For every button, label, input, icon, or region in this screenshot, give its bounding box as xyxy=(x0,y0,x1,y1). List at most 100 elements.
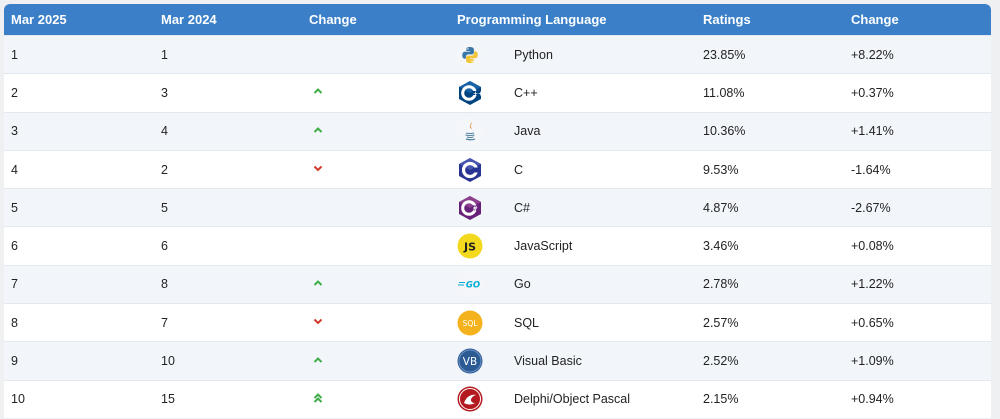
rank-2024: 5 xyxy=(161,200,168,215)
chevron-up-icon xyxy=(312,354,324,366)
rating: 10.36% xyxy=(703,124,746,139)
language-name: C xyxy=(514,162,524,177)
rank-2025: 8 xyxy=(11,315,18,330)
language-cell: Java xyxy=(450,118,696,145)
table-row[interactable]: 6 6 JS JavaScript 3.46% +0.08% xyxy=(4,226,991,265)
rank-2024: 7 xyxy=(161,315,168,330)
table-row[interactable]: 7 8 GO Go 2.78% +1.22% xyxy=(4,264,991,304)
language-name: Go xyxy=(514,277,531,292)
table-row[interactable]: 5 5 # C# 4.87% -2.67% xyxy=(4,188,991,227)
rank-2024: 1 xyxy=(161,47,168,62)
rating-change: +0.37% xyxy=(851,85,894,100)
rating-change: +0.94% xyxy=(851,392,894,407)
language-cell: C xyxy=(450,157,696,183)
svg-text:JS: JS xyxy=(463,241,476,254)
language-cell: Python xyxy=(450,41,696,68)
table-header: Mar 2025 Mar 2024 Change Programming Lan… xyxy=(4,4,991,35)
rank-2025: 9 xyxy=(11,354,18,369)
chevron-down-icon xyxy=(312,162,324,174)
chevron-up-icon xyxy=(312,124,324,136)
rank-2024: 2 xyxy=(161,162,168,177)
chevron-up-icon xyxy=(312,85,324,97)
rank-2025: 5 xyxy=(11,200,18,215)
java-logo-icon xyxy=(454,118,514,145)
rating-change: +1.41% xyxy=(851,124,894,139)
rank-2024: 4 xyxy=(161,124,168,139)
rating-change: +0.65% xyxy=(851,315,894,330)
svg-text:++: ++ xyxy=(473,90,483,97)
svg-text:GO: GO xyxy=(466,281,480,291)
rank-2025: 3 xyxy=(11,124,18,139)
language-name: Visual Basic xyxy=(514,354,582,369)
c-logo-icon xyxy=(454,157,514,183)
rating: 11.08% xyxy=(703,85,745,100)
table-row[interactable]: 1 1 Python 23.85% +8.22% xyxy=(4,35,991,74)
table-row[interactable]: 2 3 ++ C++ 11.08% +0.37% xyxy=(4,73,991,112)
rank-2025: 2 xyxy=(11,85,18,100)
table-row[interactable]: 3 4 Java 10.36% +1.41% xyxy=(4,111,991,150)
table-row[interactable]: 10 15 Delphi/Object Pascal 2.15% +0.94% xyxy=(4,379,991,418)
svg-text:VB: VB xyxy=(463,356,477,368)
svg-text:#: # xyxy=(473,205,478,212)
rank-change xyxy=(302,162,450,177)
language-name: SQL xyxy=(514,315,540,330)
rank-2024: 10 xyxy=(161,354,175,369)
language-name: JavaScript xyxy=(514,239,573,254)
rank-2024: 3 xyxy=(161,85,168,100)
language-cell: ++ C++ xyxy=(450,80,696,106)
rating: 2.15% xyxy=(703,392,739,407)
column-header-rating-change[interactable]: Change xyxy=(851,12,899,27)
rating: 4.87% xyxy=(703,200,739,215)
python-logo-icon xyxy=(454,41,514,68)
language-cell: VB Visual Basic xyxy=(450,348,696,374)
rating-change: -2.67% xyxy=(851,200,891,215)
language-name: C++ xyxy=(514,85,538,100)
javascript-logo-icon: JS xyxy=(454,233,514,259)
rating-change: +8.22% xyxy=(851,47,894,62)
language-cell: # C# xyxy=(450,195,696,221)
language-name: Java xyxy=(514,124,541,139)
rating: 2.52% xyxy=(703,354,739,369)
column-header-mar-2025[interactable]: Mar 2025 xyxy=(11,12,67,27)
csharp-logo-icon: # xyxy=(454,195,514,221)
tiobe-index-table: Mar 2025 Mar 2024 Change Programming Lan… xyxy=(4,4,991,418)
table-row[interactable]: 8 7 SQL SQL 2.57% +0.65% xyxy=(4,303,991,342)
column-header-change[interactable]: Change xyxy=(309,12,357,27)
rank-2025: 1 xyxy=(11,47,18,62)
chevron-down-icon xyxy=(312,315,324,327)
delphi-logo-icon xyxy=(454,386,514,412)
language-cell: Delphi/Object Pascal xyxy=(450,386,696,412)
double-chevron-up-icon xyxy=(312,392,324,404)
column-header-ratings[interactable]: Ratings xyxy=(703,12,751,27)
rank-change xyxy=(302,85,450,100)
rating: 2.57% xyxy=(703,315,739,330)
rating-change: +0.08% xyxy=(851,239,894,254)
sql-logo-icon: SQL xyxy=(454,310,514,336)
language-cell: SQL SQL xyxy=(450,310,696,336)
rating-change: -1.64% xyxy=(851,162,891,177)
language-name: Delphi/Object Pascal xyxy=(514,392,631,407)
rank-2025: 4 xyxy=(11,162,18,177)
rating-change: +1.22% xyxy=(851,277,894,292)
rank-change xyxy=(302,392,450,407)
language-name: Python xyxy=(514,47,553,62)
rank-2025: 10 xyxy=(11,392,25,407)
rank-2024: 8 xyxy=(161,277,168,292)
language-cell: GO Go xyxy=(450,271,696,298)
table-body: 1 1 Python 23.85% +8.22% 2 3 ++ C++ xyxy=(4,35,991,418)
table-row[interactable]: 9 10 VB Visual Basic 2.52% +1.09% xyxy=(4,341,991,380)
go-logo-icon: GO xyxy=(454,271,514,298)
cplusplus-logo-icon: ++ xyxy=(454,80,514,106)
rating: 2.78% xyxy=(703,277,739,292)
rating-change: +1.09% xyxy=(851,354,894,369)
rating: 23.85% xyxy=(703,47,746,62)
rank-change xyxy=(302,124,450,139)
column-header-language[interactable]: Programming Language xyxy=(457,12,607,27)
rating: 9.53% xyxy=(703,162,739,177)
table-row[interactable]: 4 2 C 9.53% -1.64% xyxy=(4,149,991,189)
language-name: C# xyxy=(514,200,530,215)
rank-change xyxy=(302,277,450,292)
rank-change xyxy=(302,315,450,330)
rank-2024: 15 xyxy=(161,392,175,407)
column-header-mar-2024[interactable]: Mar 2024 xyxy=(161,12,217,27)
